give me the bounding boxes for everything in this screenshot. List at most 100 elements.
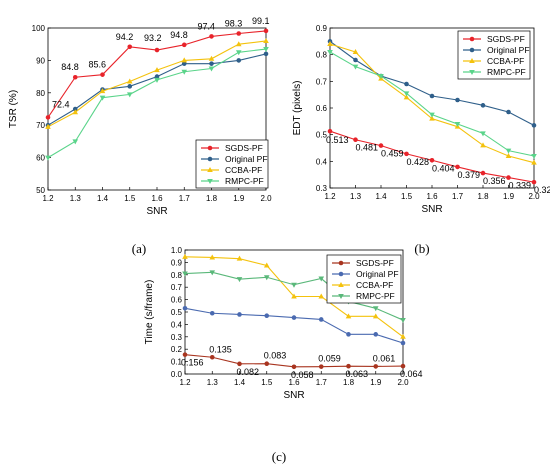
y-tick-label: 0.6 — [171, 296, 183, 305]
data-point — [454, 122, 461, 127]
data-point — [480, 103, 486, 108]
data-point — [263, 262, 270, 268]
y-tick-label: 0.8 — [171, 271, 183, 280]
data-point — [208, 66, 215, 72]
data-point — [318, 317, 324, 322]
data-point — [429, 112, 435, 118]
data-point — [429, 93, 435, 99]
x-tick-label: 1.3 — [70, 194, 82, 203]
data-point — [154, 77, 160, 83]
data-point — [403, 94, 410, 100]
legend-marker — [469, 70, 475, 75]
data-label: 0.513 — [326, 135, 349, 145]
y-tick-label: 0.5 — [316, 131, 328, 140]
y-tick-label: 0.6 — [316, 104, 328, 113]
data-point — [126, 78, 133, 84]
y-tick-label: 100 — [32, 24, 46, 33]
data-point — [263, 275, 270, 281]
x-tick-label: 1.4 — [234, 378, 246, 387]
legend-marker — [207, 156, 213, 162]
data-point — [352, 49, 359, 54]
series-sgds-pf — [182, 352, 406, 370]
data-point — [506, 175, 511, 180]
x-tick-label: 1.4 — [375, 192, 387, 201]
data-label: 72.4 — [52, 99, 70, 109]
data-point — [209, 254, 216, 260]
chart-panel-2: 1.2 1.3 1.4 1.5 1.6 1.7 1.8 1.9 2.0 0.3 0.4 0.5 0.6 0… — [292, 24, 550, 256]
x-tick-label: 1.5 — [401, 192, 413, 201]
series-line — [329, 130, 535, 183]
data-point — [400, 333, 406, 339]
legend-marker — [338, 294, 344, 299]
data-point — [99, 95, 106, 101]
data-point — [154, 47, 160, 53]
data-label: 84.8 — [61, 62, 79, 72]
data-point — [404, 81, 409, 87]
data-point — [209, 270, 216, 276]
series-line — [47, 40, 267, 128]
x-tick-label: 1.6 — [151, 194, 163, 203]
x-tick-label: 1.2 — [324, 192, 336, 201]
data-label: 0.059 — [318, 354, 341, 364]
x-tick-label: 1.5 — [124, 194, 136, 203]
data-point — [263, 28, 269, 34]
x-tick-label: 2.0 — [260, 194, 272, 203]
data-point — [100, 72, 105, 77]
y-tick-label: 0.7 — [316, 77, 328, 86]
x-tick-label: 1.2 — [179, 378, 191, 387]
data-point — [372, 306, 379, 312]
data-label: 0.061 — [373, 353, 396, 363]
data-point — [505, 148, 512, 154]
y-tick-label: 0.4 — [171, 320, 183, 329]
legend-label: CCBA-PF — [487, 56, 524, 66]
data-label: 0.481 — [356, 143, 379, 153]
data-point — [291, 315, 297, 320]
legend-label: SGDS-PF — [356, 258, 394, 268]
data-point — [531, 159, 537, 165]
y-tick-label: 0.5 — [171, 308, 183, 317]
y-axis-label: Time (s/frame) — [144, 280, 155, 345]
panel-label: (c) — [272, 449, 286, 464]
data-point — [236, 58, 242, 63]
y-tick-label: 0.8 — [316, 51, 328, 60]
y-tick-label: 0.0 — [171, 370, 183, 379]
data-point — [378, 74, 384, 79]
data-point — [154, 74, 160, 79]
legend-label: SGDS-PF — [487, 34, 525, 44]
data-point — [480, 131, 486, 137]
data-point — [99, 88, 106, 94]
x-tick-label: 1.7 — [316, 378, 328, 387]
data-point — [291, 364, 297, 370]
y-tick-label: 0.9 — [171, 258, 183, 267]
y-tick-label: 70 — [36, 121, 45, 130]
series-line — [47, 53, 267, 126]
data-point — [263, 51, 269, 57]
data-label: 0.404 — [432, 163, 455, 173]
data-point — [353, 57, 358, 63]
series-line — [184, 307, 404, 344]
legend-label: CCBA-PF — [225, 165, 262, 175]
data-point — [235, 50, 242, 56]
x-tick-label: 1.8 — [206, 194, 218, 203]
chart-panel-1: 1.2 1.3 1.4 1.5 1.6 1.7 1.8 1.9 2.0 50 60 70 80 90 100… — [8, 16, 272, 256]
data-point — [505, 153, 512, 158]
data-point — [327, 41, 333, 46]
x-tick-label: 1.2 — [42, 194, 54, 203]
data-label: 0.339 — [509, 181, 532, 191]
y-tick-label: 80 — [36, 89, 45, 98]
data-point — [263, 47, 269, 53]
x-axis-label: SNR — [421, 204, 442, 215]
data-point — [209, 354, 215, 360]
y-tick-label: 0.7 — [171, 283, 183, 292]
data-label: 98.3 — [225, 19, 243, 29]
legend-marker — [207, 167, 213, 172]
legend-marker — [338, 260, 344, 266]
data-label: 0.379 — [458, 170, 481, 180]
y-tick-label: 1.0 — [171, 246, 183, 255]
data-point — [429, 115, 435, 121]
data-point — [127, 84, 133, 89]
x-tick-label: 2.0 — [528, 192, 540, 201]
x-tick-label: 1.5 — [261, 378, 273, 387]
